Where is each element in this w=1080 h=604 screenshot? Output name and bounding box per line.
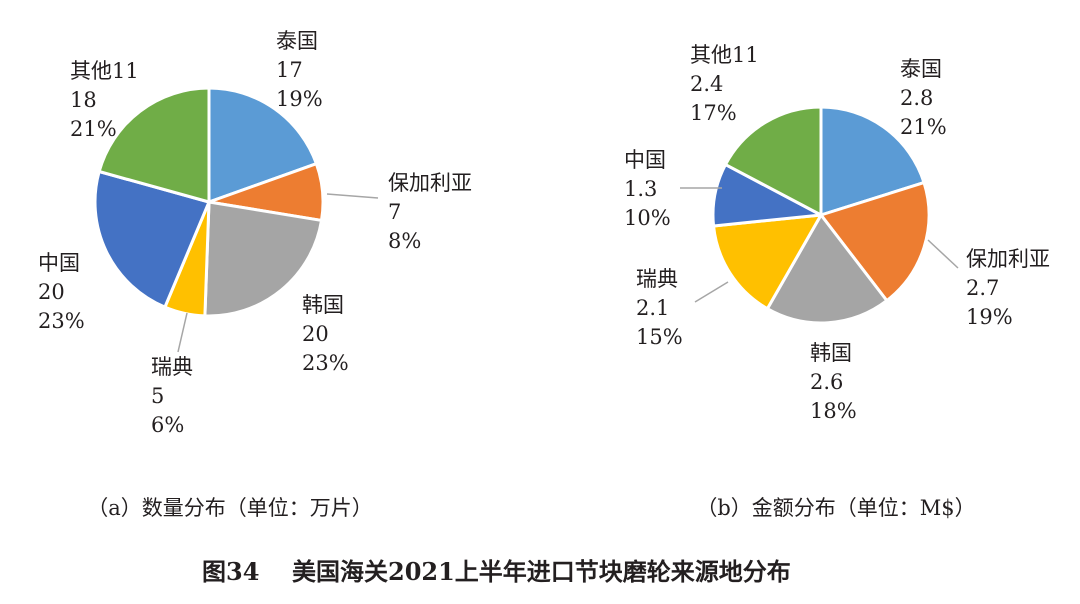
leader-line-1 xyxy=(326,193,379,199)
slice-value: 20 xyxy=(302,322,329,346)
pie-chart-amount: 泰国 2.8 21% 保加利亚 2.7 19% 韩国 2.6 18% 瑞典 2.1 15% 中国 1.3 1… xyxy=(624,43,1050,423)
data-label-5: 其他11 18 21% xyxy=(70,59,139,141)
slice-percent: 10% xyxy=(624,206,671,230)
slice-percent: 21% xyxy=(70,117,117,141)
slice-name: 瑞典 xyxy=(151,355,193,379)
slice-name: 泰国 xyxy=(900,57,942,81)
pie-slice-amount-0 xyxy=(819,105,926,217)
pie-slice-amount-1 xyxy=(819,181,931,303)
figure-title: 美国海关2021上半年进口节块磨轮来源地分布 xyxy=(292,557,791,586)
leader-line-1 xyxy=(927,239,959,269)
slice-value: 1.3 xyxy=(624,177,657,201)
slice-name: 保加利亚 xyxy=(966,247,1050,271)
slice-name: 瑞典 xyxy=(636,267,678,291)
data-label-3: 瑞典 2.1 15% xyxy=(636,267,683,349)
slice-value: 2.6 xyxy=(810,370,843,394)
data-label-2: 韩国 2.6 18% xyxy=(810,341,857,423)
slice-name: 泰国 xyxy=(276,29,318,53)
pie-slice-amount-5 xyxy=(724,105,823,217)
slice-percent: 6% xyxy=(151,413,184,437)
slice-name: 韩国 xyxy=(302,293,344,317)
slice-value: 2.4 xyxy=(690,72,723,96)
slice-name: 保加利亚 xyxy=(388,171,472,195)
slice-value: 2.7 xyxy=(966,276,999,300)
pie-slice-quantity-0 xyxy=(207,86,318,204)
slice-percent: 17% xyxy=(690,101,737,125)
data-label-1: 保加利亚 2.7 19% xyxy=(966,247,1050,329)
slice-percent: 15% xyxy=(636,325,683,349)
slice-value: 2.1 xyxy=(636,296,669,320)
pie-slice-quantity-4 xyxy=(93,170,211,309)
slice-value: 2.8 xyxy=(900,86,933,110)
slice-percent: 18% xyxy=(810,399,857,423)
data-label-2: 韩国 20 23% xyxy=(302,293,349,375)
subtitle-quantity: （a）数量分布（单位：万片） xyxy=(87,496,373,520)
slice-name: 韩国 xyxy=(810,341,852,365)
pie-slice-amount-2 xyxy=(765,213,889,325)
data-label-0: 泰国 2.8 21% xyxy=(900,57,947,139)
slice-percent: 23% xyxy=(38,309,85,333)
slice-name: 中国 xyxy=(38,251,80,275)
subtitle-amount: （b）金额分布（单位：M$） xyxy=(696,496,975,520)
leader-line-3 xyxy=(694,281,729,303)
pie-slice-amount-3 xyxy=(712,213,823,311)
slice-percent: 19% xyxy=(966,305,1013,329)
slice-name: 中国 xyxy=(624,148,666,172)
slice-percent: 23% xyxy=(302,351,349,375)
slice-percent: 8% xyxy=(388,229,421,253)
data-label-0: 泰国 17 19% xyxy=(276,29,323,111)
slice-percent: 21% xyxy=(900,115,947,139)
data-label-4: 中国 1.3 10% xyxy=(624,148,671,230)
figure-number: 图34 xyxy=(202,557,259,586)
pie-slice-quantity-5 xyxy=(97,86,211,204)
leader-line-3 xyxy=(177,312,188,353)
slice-value: 20 xyxy=(38,280,65,304)
data-label-1: 保加利亚 7 8% xyxy=(388,171,472,253)
slice-value: 5 xyxy=(151,384,164,408)
slice-percent: 19% xyxy=(276,87,323,111)
data-label-5: 其他11 2.4 17% xyxy=(690,43,759,125)
slice-value: 17 xyxy=(276,58,303,82)
pie-chart-quantity: 泰国 17 19% 保加利亚 7 8% 韩国 20 23% 瑞典 5 6% 中国 20 23% 其他11 18 2… xyxy=(38,29,472,437)
slice-name: 其他11 xyxy=(690,43,759,67)
data-label-3: 瑞典 5 6% xyxy=(151,355,193,437)
slice-value: 18 xyxy=(70,88,97,112)
pie-slice-quantity-2 xyxy=(203,200,323,318)
data-label-4: 中国 20 23% xyxy=(38,251,85,333)
slice-name: 其他11 xyxy=(70,59,139,83)
slice-value: 7 xyxy=(388,200,401,224)
